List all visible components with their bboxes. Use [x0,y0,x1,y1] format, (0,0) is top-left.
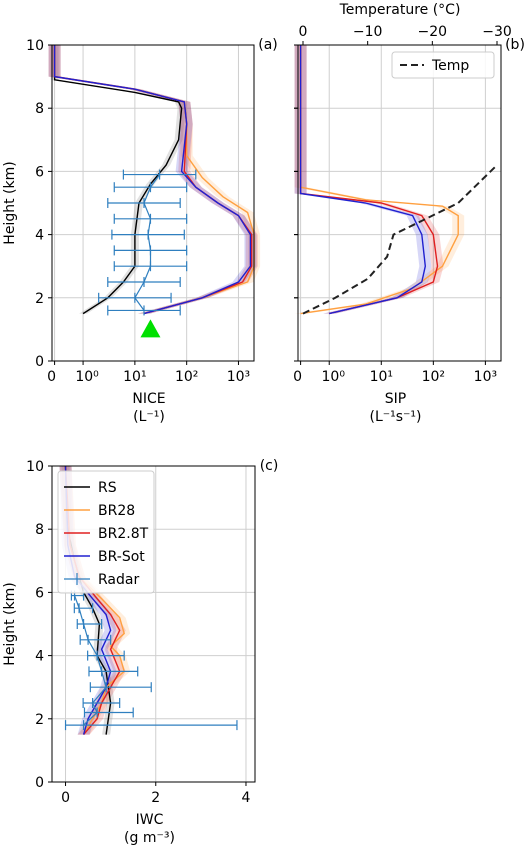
br28-band-panel-1 [48,45,261,314]
legend-rs-label: RS [98,480,117,496]
temp-line-panel-2 [302,164,498,315]
x-axis-units: (L⁻¹) [133,409,165,425]
x-tick-label: 10⁰ [75,369,99,385]
x-tick-label: 10³ [227,369,250,385]
legend-radar-label: Radar [98,572,139,588]
panel-label: (b) [505,37,524,53]
legend-br-sot-label: BR-Sot [98,549,145,565]
panel-label: (a) [258,37,278,53]
x-tick-label: 10⁰ [322,369,346,385]
x-axis-label: SIP [385,391,406,407]
x-tick-label: 10³ [474,369,497,385]
br2-8t-line-panel-2 [299,45,439,315]
top-x-tick-label: −30 [482,24,512,40]
x-axis-units: (L⁻¹s⁻¹) [369,409,421,425]
y-tick-label: 0 [35,354,44,370]
x-tick-label: 10² [175,369,198,385]
x-tick-label: 0 [47,369,56,385]
x-axis-units: (g m⁻³) [124,830,175,846]
rs-line-panel-1 [53,45,183,315]
panel-label: (c) [260,458,279,474]
top-x-tick-label: −10 [353,24,383,40]
y-tick-label: 2 [35,712,44,728]
y-tick-label: 2 [35,291,44,307]
green-triangle-marker [140,319,161,338]
y-tick-label: 8 [35,101,44,117]
top-x-tick-label: −20 [418,24,448,40]
y-tick-label: 10 [26,38,44,54]
x-tick-label: 0 [293,369,302,385]
y-tick-label: 0 [35,775,44,791]
legend-panel-c [57,470,155,594]
y-tick-label: 6 [35,585,44,601]
y-axis-label: Height (km) [2,582,18,665]
legend-br28-label: BR28 [98,503,135,519]
top-x-axis-label: Temperature (°C) [339,2,461,18]
br-sot-line-panel-2 [299,45,427,315]
x-tick-label: 2 [151,790,160,806]
rs-band-panel-1 [50,45,186,314]
br28-line-panel-2 [299,45,459,315]
x-axis-label: NICE [132,391,165,407]
legend-panel-b [391,51,495,79]
y-tick-label: 4 [35,228,44,244]
x-tick-label: 10¹ [123,369,146,385]
panel-2-frame [297,44,502,362]
radar-line-panel-1 [134,174,161,311]
y-tick-label: 8 [35,522,44,538]
x-tick-label: 10¹ [370,369,393,385]
y-tick-label: 10 [26,459,44,475]
legend-temp-label: Temp [431,58,469,74]
panel-1-frame [51,44,255,362]
br-sot-band-panel-2 [294,45,432,314]
br-sot-line-panel-1 [53,45,252,315]
top-x-tick-label: 0 [299,24,308,40]
x-tick-label: 10² [422,369,445,385]
panel-3-frame [51,465,256,783]
y-axis-label: Height (km) [2,161,18,244]
br2-8t-band-panel-3 [59,466,126,735]
x-tick-label: 4 [242,790,251,806]
x-axis-label: IWC [136,812,164,828]
y-tick-label: 6 [35,164,44,180]
x-tick-label: 0 [61,790,70,806]
legend-br2-8t-label: BR2.8T [98,526,149,542]
radar-line-panel-3 [74,595,107,726]
radar-errorbars-panel-3 [64,590,238,731]
y-tick-label: 4 [35,649,44,665]
